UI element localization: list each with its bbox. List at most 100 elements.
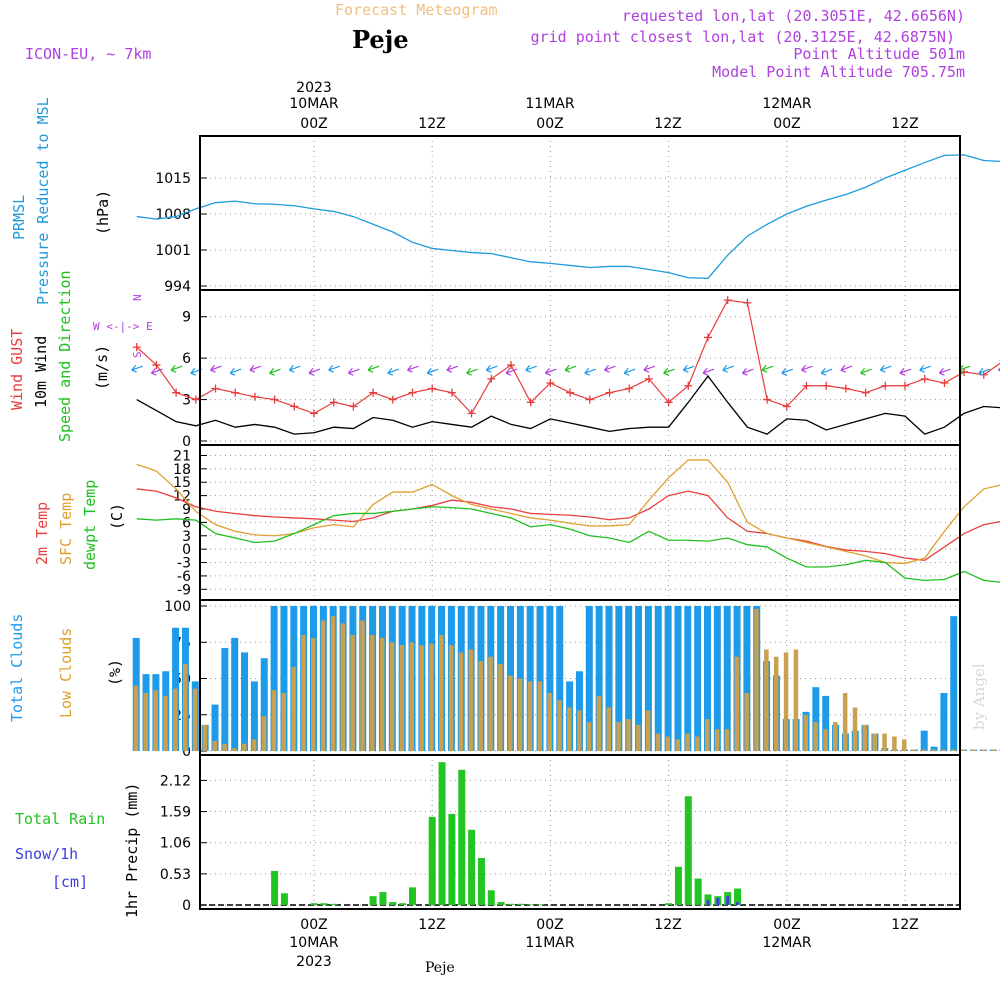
gust-marker bbox=[664, 398, 673, 407]
wind-direction-arrow bbox=[426, 367, 439, 376]
low-cloud-bar bbox=[370, 635, 375, 751]
low-cloud-bar bbox=[350, 635, 355, 751]
low-cloud-bar bbox=[665, 736, 671, 751]
low-cloud-bar bbox=[153, 690, 158, 751]
rain-bar bbox=[428, 816, 436, 905]
wind-direction-arrow bbox=[584, 367, 597, 376]
low-cloud-bar bbox=[429, 643, 434, 751]
total-cloud-bar bbox=[635, 606, 643, 751]
y-tick-label: 1.06 bbox=[160, 836, 191, 852]
top-year: 2023 bbox=[296, 80, 332, 96]
total-cloud-bar bbox=[625, 606, 633, 751]
low-cloud-bar bbox=[517, 678, 523, 751]
total-cloud-bar bbox=[260, 658, 268, 751]
total-cloud-bar bbox=[270, 606, 278, 751]
bottom-hour: 12Z bbox=[418, 917, 445, 933]
rain-bar bbox=[674, 866, 682, 905]
gust-line bbox=[136, 299, 1000, 415]
rain-bar bbox=[399, 903, 407, 905]
total-cloud-bar bbox=[812, 687, 820, 751]
low-cloud-bar bbox=[508, 675, 513, 751]
low-cloud-bar bbox=[675, 739, 680, 751]
rain-bar bbox=[497, 902, 505, 905]
model-altitude: Model Point Altitude 705.75m bbox=[712, 63, 965, 81]
wind-direction-arrow bbox=[387, 367, 400, 376]
wind-direction-arrow bbox=[485, 364, 498, 373]
wind-direction-arrow bbox=[466, 367, 478, 376]
top-axis: 2023 10MAR 00Z 12Z 11MAR 00Z 12Z 12MAR 0… bbox=[289, 80, 918, 132]
total-cloud-bar bbox=[615, 606, 623, 751]
low-cloud-bar bbox=[931, 749, 937, 751]
wind-dir-label: Speed and Direction bbox=[56, 270, 74, 442]
gridpoint-coords: grid point closest lon,lat (20.3125E, 42… bbox=[531, 28, 955, 46]
low-cloud-bar bbox=[281, 693, 286, 751]
wind-direction-arrow bbox=[840, 364, 853, 373]
low-cloud-bar bbox=[389, 642, 395, 751]
y-tick-label: 0.53 bbox=[160, 867, 191, 883]
top-day: 11MAR bbox=[525, 96, 574, 112]
total-cloud-bar bbox=[822, 695, 830, 751]
wind-panel bbox=[199, 289, 961, 446]
wind-direction-arrow bbox=[761, 364, 774, 373]
rain-bar bbox=[477, 857, 485, 905]
low-cloud-bar bbox=[163, 695, 168, 751]
low-cloud-bar bbox=[576, 710, 582, 751]
y-tick-label: -6 bbox=[177, 569, 191, 585]
top-hour: 12Z bbox=[418, 116, 445, 132]
gust-marker bbox=[546, 379, 555, 387]
requested-coords: requested lon,lat (20.3051E, 42.6656N) bbox=[622, 7, 965, 25]
wind-direction-arrow bbox=[781, 367, 794, 376]
total-cloud-bar bbox=[546, 606, 554, 751]
low-cloud-bar bbox=[596, 695, 602, 751]
low-cloud-bar bbox=[911, 749, 917, 751]
wind-direction-arrow bbox=[525, 364, 537, 373]
low-cloud-bar bbox=[173, 688, 178, 751]
low-cloud-bar bbox=[695, 736, 700, 751]
location-title: Peje bbox=[352, 25, 409, 54]
gust-marker bbox=[585, 395, 594, 404]
total-cloud-bar bbox=[654, 606, 662, 751]
low-cloud-bar bbox=[212, 740, 217, 751]
total-cloud-bar bbox=[280, 606, 288, 751]
gust-marker bbox=[152, 361, 161, 370]
sfc-temp-label: SFC Temp bbox=[57, 493, 75, 565]
gust-marker bbox=[644, 374, 653, 383]
top-hour: 00Z bbox=[536, 116, 563, 132]
gust-marker bbox=[841, 384, 850, 393]
bottom-hour: 00Z bbox=[773, 917, 800, 933]
rain-bar bbox=[468, 829, 476, 905]
rain-bar bbox=[448, 813, 456, 905]
y-tick-label: 100 bbox=[164, 599, 191, 615]
precip-panel bbox=[199, 754, 961, 910]
temp2m-label: 2m Temp bbox=[33, 502, 51, 565]
wind-direction-arrow bbox=[899, 367, 912, 376]
low-cloud-bar bbox=[232, 748, 237, 751]
wind-direction-arrow bbox=[505, 367, 518, 376]
gust-marker bbox=[861, 388, 870, 397]
low-cloud-bar bbox=[645, 710, 651, 751]
rain-bar bbox=[409, 887, 416, 905]
rain-bar bbox=[487, 890, 495, 905]
low-cloud-bar bbox=[448, 645, 454, 751]
rain-bar bbox=[320, 903, 328, 905]
rain-bar bbox=[330, 903, 338, 905]
low-cloud-bar bbox=[951, 749, 956, 751]
y-tick-label: 1015 bbox=[155, 171, 191, 187]
plot-area: 9941001100810150369-9-6-3036912151821025… bbox=[131, 136, 1000, 914]
gust-marker bbox=[191, 395, 200, 404]
compass-we: W <-|-> E bbox=[93, 320, 153, 333]
total-cloud-bar bbox=[950, 616, 958, 751]
product-title: Forecast Meteogram bbox=[335, 1, 498, 19]
pressure-unit: (hPa) bbox=[94, 190, 112, 235]
low-cloud-bar bbox=[360, 620, 365, 751]
dewpt-line bbox=[136, 506, 1000, 583]
low-cloud-bar bbox=[685, 733, 690, 751]
low-cloud-bar bbox=[714, 729, 720, 751]
snow-label: Snow/1h bbox=[15, 845, 78, 863]
low-cloud-bar bbox=[478, 661, 483, 751]
low-cloud-bar bbox=[961, 749, 966, 751]
gust-marker bbox=[802, 381, 811, 390]
low-cloud-bar bbox=[616, 722, 621, 751]
total-cloud-bar bbox=[920, 730, 928, 751]
wind-line bbox=[136, 375, 1000, 435]
